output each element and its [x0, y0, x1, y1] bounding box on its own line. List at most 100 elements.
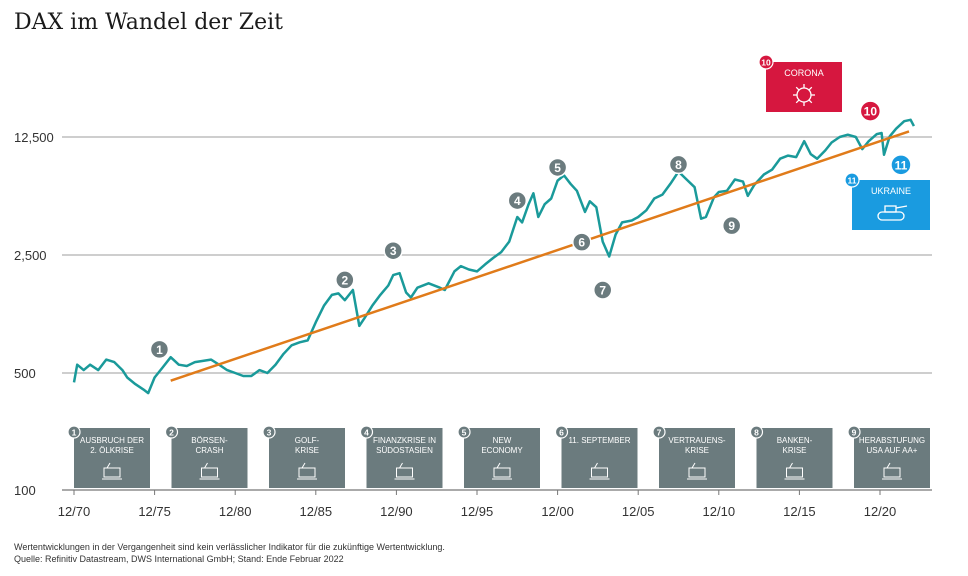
- callout-ukraine: 11 UKRAINE: [844, 172, 930, 230]
- crisis-label: CRASH: [195, 446, 223, 455]
- event-marker-5: 5: [547, 157, 568, 178]
- crisis-number-badge: [652, 425, 666, 439]
- chart-title: DAX im Wandel der Zeit: [14, 10, 283, 35]
- x-tick-label: 12/75: [138, 504, 171, 519]
- event-marker-1: 1: [149, 339, 170, 360]
- callout-label: CORONA: [784, 68, 824, 78]
- crisis-number: 1: [72, 428, 77, 438]
- crisis-label: NEW: [493, 436, 512, 445]
- event-number: 6: [578, 236, 585, 250]
- crisis-number: 9: [852, 428, 857, 438]
- crisis-label: USA AUF AA+: [867, 446, 918, 455]
- laptop-icon: [492, 462, 512, 480]
- crisis-box-8: 8 BANKEN-KRISE: [749, 425, 833, 488]
- event-number: 7: [599, 284, 606, 298]
- crisis-number: 6: [559, 428, 564, 438]
- scale-icon: [687, 462, 707, 480]
- crisis-box-bg: [74, 428, 150, 488]
- crisis-label: FINANZKRISE IN: [373, 436, 436, 445]
- event-number: 9: [728, 219, 735, 233]
- x-tick-label: 12/90: [380, 504, 413, 519]
- event-marker-7: 7: [592, 280, 613, 300]
- x-tick-label: 12/80: [219, 504, 252, 519]
- crash-icon: [199, 462, 220, 480]
- crisis-number-badge: [847, 425, 861, 439]
- x-tick-label: 12/70: [58, 504, 91, 519]
- crisis-label: BÖRSEN-: [191, 436, 228, 445]
- crisis-number-badge: [359, 425, 374, 439]
- crisis-number: 4: [364, 428, 369, 438]
- crisis-label: BANKEN-: [777, 436, 813, 445]
- event-number: 3: [390, 244, 397, 258]
- y-tick-label: 12,500: [14, 130, 54, 145]
- trend-line: [170, 130, 910, 382]
- event-marker-4: 4: [507, 190, 528, 211]
- event-marker-11: 11: [890, 154, 912, 176]
- disclaimer-note: Wertentwicklungen in der Vergangenheit s…: [14, 542, 445, 552]
- crisis-box-2: 2 BÖRSEN-CRASH: [164, 425, 248, 488]
- crisis-number-badge: [164, 425, 179, 439]
- crisis-box-bg: [171, 428, 248, 488]
- crisis-label: ECONOMY: [481, 446, 523, 455]
- crisis-box-bg: [561, 428, 638, 488]
- crisis-box-bg: [756, 428, 833, 488]
- crisis-label: 2. ÖLKRISE: [90, 446, 134, 455]
- tank-icon: [877, 205, 908, 221]
- event-marker-9: 9: [721, 215, 742, 236]
- event-marker-10: 10: [859, 100, 882, 122]
- crisis-label: KRISE: [685, 446, 709, 455]
- event-markers: 1 2 3 4 5 6 7 8 9 10 11: [149, 100, 912, 360]
- y-base-label: 100: [14, 483, 36, 498]
- event-marker-3: 3: [383, 240, 403, 261]
- series-layer: [72, 118, 916, 395]
- crisis-label: AUSBRUCH DER: [80, 436, 144, 445]
- crisis-number-badge: [262, 425, 276, 439]
- x-tick-label: 12/95: [461, 504, 494, 519]
- crisis-number-badge: [554, 425, 569, 439]
- x-tick-label: 12/20: [864, 504, 897, 519]
- crisis-number: 3: [267, 428, 272, 438]
- callout-label: UKRAINE: [871, 186, 911, 196]
- callout-number: 10: [761, 58, 771, 68]
- event-number: 2: [341, 273, 348, 287]
- event-number: 10: [864, 105, 878, 119]
- crisis-label: GOLF-: [295, 436, 320, 445]
- x-tick-label: 12/05: [622, 504, 655, 519]
- x-tick-label: 12/00: [541, 504, 574, 519]
- building-icon: [882, 462, 902, 480]
- crisis-box-bg: [269, 428, 345, 488]
- x-tick-label: 12/10: [703, 504, 736, 519]
- crisis-number: 8: [754, 428, 759, 438]
- crisis-label: VERTRAUENS-: [668, 436, 726, 445]
- x-tick-label: 12/15: [783, 504, 816, 519]
- dax-index-line: [72, 118, 916, 395]
- y-tick-label: 500: [14, 366, 36, 381]
- crisis-box-bg: [659, 428, 735, 488]
- crisis-box-bg: [854, 428, 930, 488]
- crisis-box-3: 3 GOLF-KRISE: [262, 425, 345, 488]
- event-number: 8: [675, 158, 682, 172]
- tank-icon: [297, 462, 317, 480]
- crisis-box-bg: [366, 428, 443, 488]
- event-number: 5: [554, 161, 561, 175]
- callout-layer: 10 CORONA 11 UKRAINE: [758, 54, 930, 230]
- crisis-label: SÜDOSTASIEN: [376, 446, 433, 455]
- crisis-number: 5: [462, 428, 467, 438]
- crisis-number-badge: [457, 425, 471, 439]
- crisis-box-6: 6 11. SEPTEMBER: [554, 425, 638, 488]
- event-number: 4: [514, 194, 521, 208]
- crisis-label: HERABSTUFUNG: [859, 436, 925, 445]
- x-tick-label: 12/85: [300, 504, 333, 519]
- crisis-number-badge: [67, 425, 81, 439]
- bank-icon: [784, 462, 805, 480]
- event-marker-6: 6: [572, 232, 592, 252]
- source-note: Quelle: Refinitiv Datastream, DWS Intern…: [14, 554, 344, 564]
- virus-icon: [793, 84, 815, 106]
- crisis-number-badge: [749, 425, 764, 439]
